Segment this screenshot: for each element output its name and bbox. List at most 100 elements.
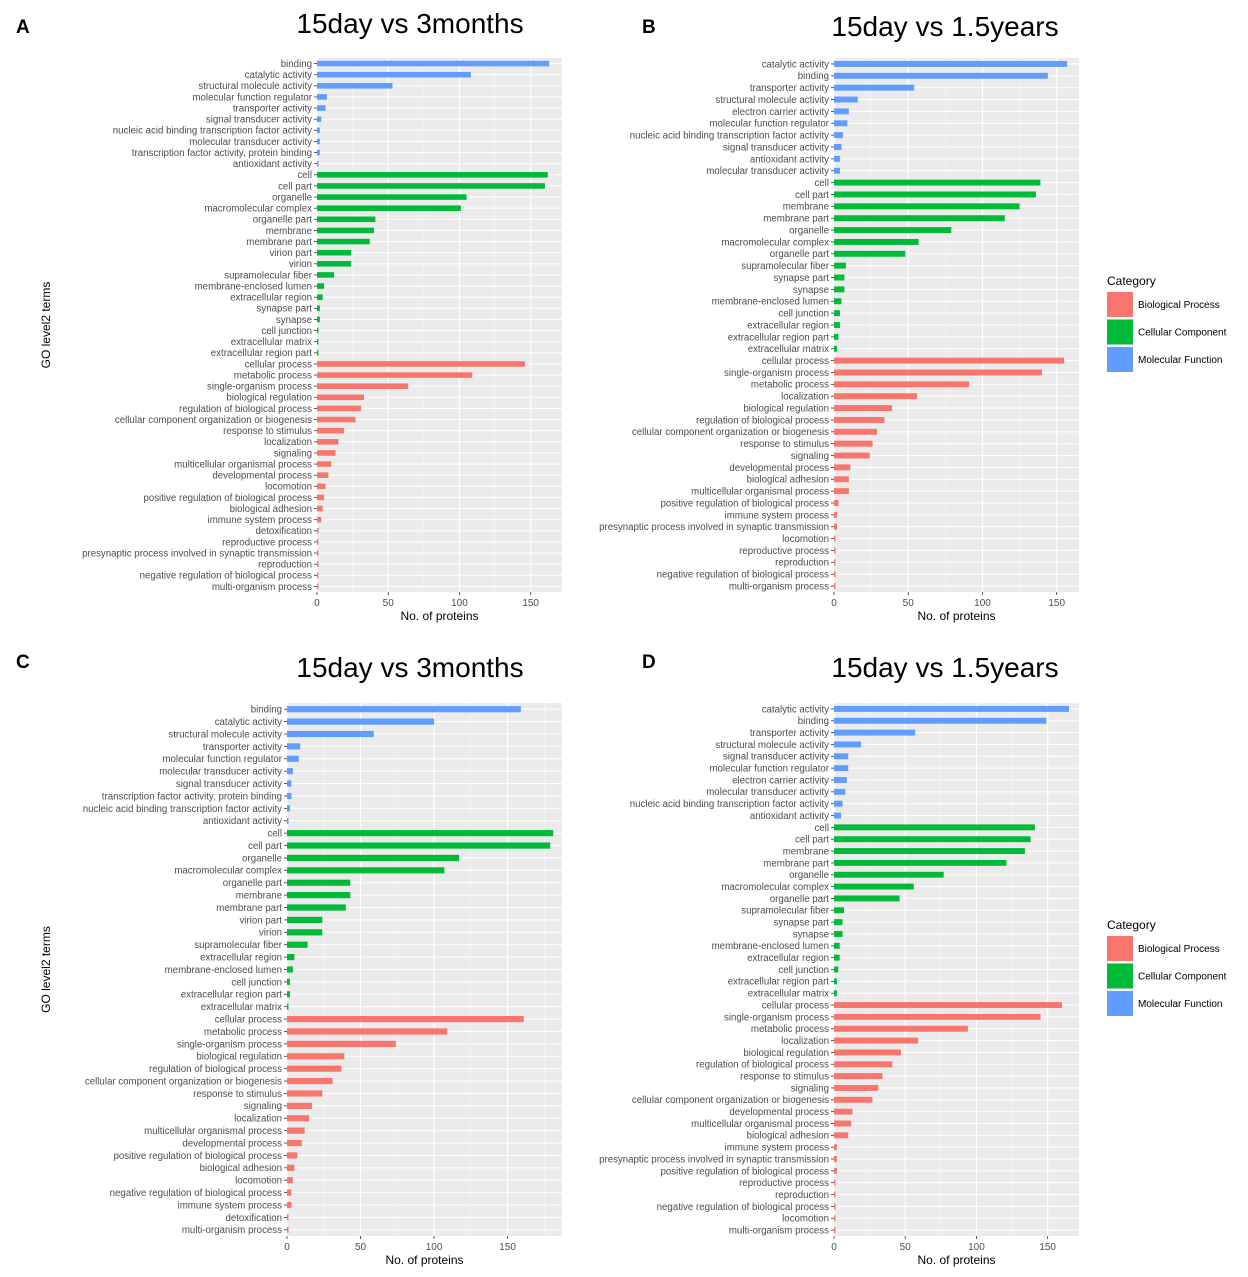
category-label: biological adhesion	[747, 1131, 829, 1142]
bar	[834, 274, 845, 281]
bar	[834, 705, 1070, 712]
bar	[287, 1214, 289, 1221]
bar	[287, 792, 292, 800]
category-label: nucleic acid binding transcription facto…	[83, 804, 282, 815]
bar	[317, 305, 320, 312]
category-label: locomotion	[235, 1176, 282, 1187]
bar	[287, 780, 292, 787]
category-label: membrane-enclosed lumen	[712, 297, 829, 308]
category-label: cell junction	[261, 326, 312, 337]
category-label: electron carrier activity	[732, 775, 829, 786]
category-label: organelle	[242, 853, 282, 864]
category-label: membrane	[236, 891, 282, 902]
bar	[834, 1096, 873, 1103]
chart-title: 15day vs 1.5years	[831, 652, 1058, 683]
bar	[834, 393, 918, 400]
bar	[317, 583, 319, 590]
bar	[317, 350, 319, 356]
x-tick-label: 100	[968, 1242, 985, 1253]
x-tick-label: 0	[284, 1242, 290, 1253]
category-label: extracellular region	[200, 953, 282, 964]
bar	[287, 768, 293, 775]
bar	[287, 991, 290, 998]
chart-title: 15day vs 3months	[296, 8, 523, 39]
category-label: virion	[259, 928, 282, 939]
category-label: cell part	[278, 181, 312, 192]
bar	[287, 1028, 448, 1035]
category-label: response to stimulus	[740, 439, 829, 450]
category-label: reproduction	[258, 560, 312, 571]
x-tick-label: 0	[831, 1242, 837, 1253]
x-axis-title: No. of proteins	[385, 1253, 463, 1267]
category-label: cell	[297, 170, 312, 181]
bar	[834, 547, 836, 554]
bar	[287, 830, 554, 837]
category-label: membrane-enclosed lumen	[165, 965, 282, 976]
legend-swatch	[1107, 936, 1133, 961]
bar	[317, 94, 327, 100]
bar	[317, 216, 376, 223]
bar	[317, 316, 320, 323]
bar	[834, 788, 846, 795]
category-label: single-organism process	[724, 368, 829, 379]
x-tick-label: 150	[499, 1242, 516, 1253]
bar	[834, 488, 849, 495]
category-label: developmental process	[729, 463, 829, 474]
category-label: developmental process	[729, 1107, 829, 1118]
bar	[287, 1015, 524, 1023]
category-label: multicellular organismal process	[144, 1126, 282, 1137]
category-label: positive regulation of biological proces…	[143, 493, 312, 504]
category-label: synapse part	[774, 273, 830, 284]
bar	[834, 155, 840, 162]
bar	[834, 108, 849, 115]
bar	[317, 227, 374, 234]
category-label: supramolecular fiber	[741, 906, 830, 917]
category-label: cell junction	[231, 977, 282, 988]
bar	[317, 528, 319, 534]
category-label: supramolecular fiber	[194, 940, 283, 951]
bar	[287, 867, 445, 874]
category-label: synapse	[793, 929, 829, 940]
bar	[317, 283, 325, 289]
x-tick-label: 150	[522, 598, 539, 609]
bar	[287, 743, 301, 750]
category-label: antioxidant activity	[750, 811, 829, 822]
x-tick-label: 50	[355, 1242, 367, 1253]
bar	[834, 571, 836, 578]
category-label: multicellular organismal process	[691, 1119, 829, 1130]
category-label: positive regulation of biological proces…	[660, 498, 829, 509]
bar	[834, 836, 1031, 843]
category-label: signaling	[274, 448, 312, 459]
category-label: membrane	[783, 202, 829, 213]
category-label: extracellular matrix	[231, 337, 312, 348]
bar	[834, 800, 843, 807]
bar	[287, 1189, 292, 1196]
bar	[834, 476, 849, 483]
bar	[834, 919, 843, 926]
category-label: organelle part	[253, 215, 313, 226]
bar	[834, 215, 1005, 222]
bar	[834, 1203, 836, 1210]
category-label: cell	[267, 829, 282, 840]
bar	[834, 883, 914, 890]
category-label: response to stimulus	[223, 426, 312, 437]
category-label: structural molecule activity	[198, 81, 312, 92]
bar	[287, 1065, 342, 1072]
bar	[834, 895, 900, 902]
category-label: extracellular region	[747, 953, 829, 964]
category-label: macromolecular complex	[721, 882, 829, 893]
y-axis-title: GO level2 terms	[39, 926, 53, 1013]
bar	[287, 805, 290, 812]
bar	[834, 907, 844, 914]
bar	[834, 1013, 1041, 1020]
category-label: nucleic acid binding transcription facto…	[630, 799, 829, 810]
bar	[317, 183, 545, 189]
bar	[834, 824, 1035, 831]
bar	[834, 286, 845, 293]
category-label: molecular transducer activity	[159, 767, 282, 778]
bar	[287, 1077, 333, 1085]
bar	[834, 179, 1041, 186]
bar	[834, 120, 848, 127]
category-label: metabolic process	[751, 1024, 829, 1035]
